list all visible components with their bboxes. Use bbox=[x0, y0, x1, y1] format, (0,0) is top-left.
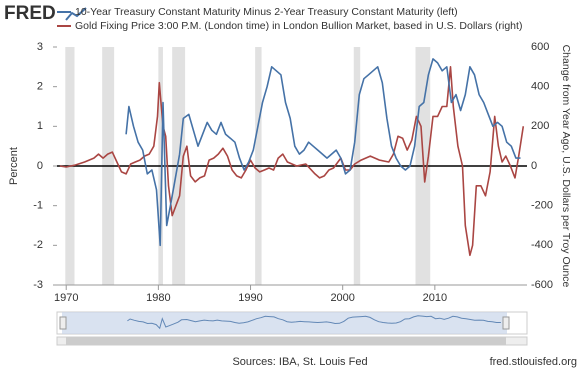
legend-label: Gold Fixing Price 3:00 P.M. (London time… bbox=[75, 20, 522, 32]
legend-label: 10-Year Treasury Constant Maturity Minus… bbox=[75, 6, 458, 18]
logo-icon bbox=[65, 7, 87, 21]
y-tick-label: 3 bbox=[37, 41, 43, 53]
scrollbar-thumb[interactable] bbox=[66, 337, 506, 345]
x-tick-label: 2000 bbox=[330, 292, 354, 304]
y-tick-label: 2 bbox=[37, 81, 43, 93]
series-line bbox=[59, 66, 525, 257]
site: fred.stlouisfed.org bbox=[490, 356, 577, 368]
navigator-handle[interactable] bbox=[502, 316, 510, 330]
x-tick-label: 1970 bbox=[54, 292, 78, 304]
y2-tick-label: -200 bbox=[531, 200, 553, 212]
navigator-line bbox=[127, 315, 501, 330]
y2-axis-label: Change from Year Ago, U.S. Dollars per T… bbox=[560, 45, 572, 288]
navigator-selection[interactable] bbox=[62, 312, 507, 334]
y2-tick-label: -400 bbox=[531, 239, 553, 251]
x-tick-label: 1990 bbox=[238, 292, 262, 304]
source: Sources: IBA, St. Louis Fed bbox=[232, 356, 367, 368]
x-tick-label: 1980 bbox=[146, 292, 170, 304]
y2-tick-label: 0 bbox=[531, 160, 537, 172]
y2-tick-label: 400 bbox=[531, 81, 549, 93]
y2-tick-label: 200 bbox=[531, 120, 549, 132]
series-line bbox=[125, 58, 521, 247]
navigator-handle[interactable] bbox=[59, 316, 67, 330]
y-tick-label: -3 bbox=[33, 279, 43, 291]
y-tick-label: -1 bbox=[33, 200, 43, 212]
y-axis-label: Percent bbox=[8, 147, 20, 185]
y-tick-label: 0 bbox=[37, 160, 43, 172]
logo: FRED bbox=[4, 3, 56, 24]
y2-tick-label: 600 bbox=[531, 41, 549, 53]
y-tick-label: 1 bbox=[37, 120, 43, 132]
y2-tick-label: -600 bbox=[531, 279, 553, 291]
y-tick-label: -2 bbox=[33, 239, 43, 251]
x-tick-label: 2010 bbox=[423, 292, 447, 304]
